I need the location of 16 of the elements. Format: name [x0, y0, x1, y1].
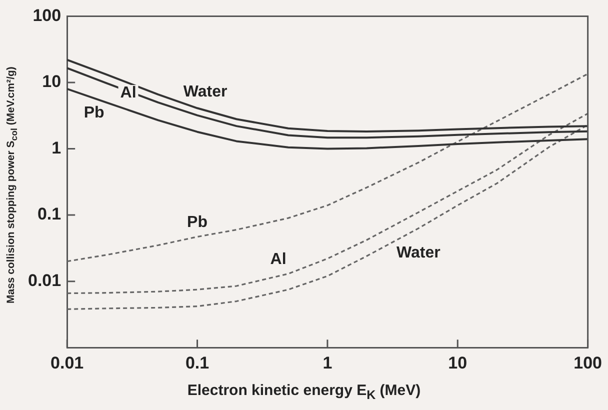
y-tick-label: 100	[32, 6, 62, 25]
y-tick-label: 10	[42, 72, 62, 92]
series-label: Water	[183, 84, 228, 101]
series-label: Al	[270, 251, 286, 268]
x-axis-title: Electron kinetic energy E$_{K}$ (MeV)	[186, 382, 422, 402]
x-tick-label: 10	[448, 353, 468, 372]
x-tick-label: 1	[322, 353, 332, 372]
x-tick-label: 0.1	[185, 353, 210, 372]
series-label: Al	[120, 84, 136, 102]
y-tick-label: 0.01	[28, 271, 62, 290]
y-tick-label: 0.1	[37, 204, 62, 224]
x-tick-label: 100	[574, 353, 602, 372]
series-label: Pb	[187, 214, 208, 232]
y-tick-label: 1	[52, 138, 62, 158]
series-label: Pb	[84, 104, 105, 122]
series-label: Water	[396, 244, 440, 262]
